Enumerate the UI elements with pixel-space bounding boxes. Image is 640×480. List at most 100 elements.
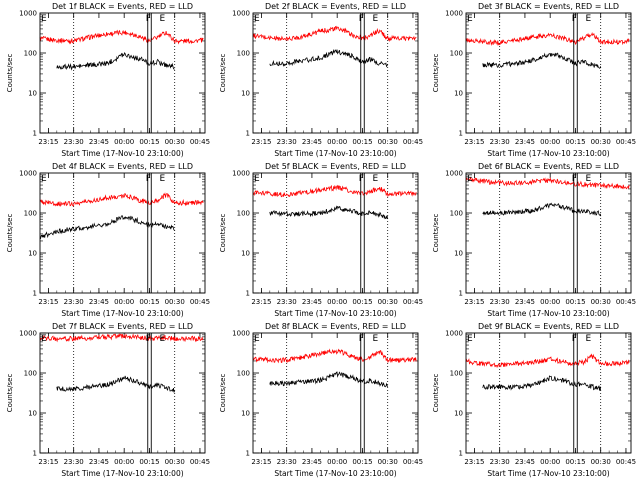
y-tick-label: 10: [28, 90, 37, 98]
x-axis-label: Start Time (17-Nov-10 23:10:00): [487, 149, 609, 158]
y-tick-label: 1000: [445, 170, 463, 178]
axes-frame: [252, 172, 419, 294]
y-tick-label: 1000: [232, 10, 250, 18]
interval-marker: E: [586, 334, 592, 344]
y-tick-label: 100: [24, 210, 37, 218]
y-tick-label: 100: [450, 50, 463, 58]
interval-marker: F: [572, 174, 577, 184]
chart-title: Det 2f BLACK = Events, RED = LLD: [265, 2, 406, 11]
chart-title: Det 5f BLACK = Events, RED = LLD: [265, 162, 406, 171]
x-tick-label: 00:00: [540, 458, 560, 466]
x-tick-label: 00:45: [190, 138, 210, 146]
axes-frame: [465, 172, 632, 294]
y-tick-label: 100: [450, 370, 463, 378]
chart-svg: Det 1f BLACK = Events, RED = LLD Counts/s…: [6, 2, 210, 158]
x-axis-label: Start Time (17-Nov-10 23:10:00): [61, 469, 183, 478]
y-tick-label: 10: [241, 410, 250, 418]
y-tick-label: 10: [454, 90, 463, 98]
interval-marker: E: [586, 174, 592, 184]
series-line: [482, 52, 602, 69]
y-tick-label: 10: [241, 90, 250, 98]
axes-frame: [39, 172, 206, 294]
y-tick-label: 100: [24, 370, 37, 378]
x-tick-label: 23:30: [490, 138, 510, 146]
y-axis-label: Counts/sec: [219, 374, 227, 413]
x-tick-label: 00:00: [114, 458, 134, 466]
x-tick-label: 23:45: [515, 458, 535, 466]
interval-marker: E: [254, 14, 260, 24]
x-tick-label: 00:00: [114, 298, 134, 306]
x-tick-label: 00:00: [540, 298, 560, 306]
axes-frame: [465, 12, 632, 134]
y-axis-label: Counts/sec: [432, 54, 440, 93]
interval-marker: F: [572, 14, 577, 24]
x-tick-label: 23:45: [302, 458, 322, 466]
interval-marker: E: [467, 174, 473, 184]
chart-title: Det 8f BLACK = Events, RED = LLD: [265, 322, 406, 331]
x-tick-label: 00:30: [591, 298, 611, 306]
x-tick-label: 23:15: [464, 298, 484, 306]
interval-marker: F: [359, 174, 364, 184]
chart-title: Det 3f BLACK = Events, RED = LLD: [478, 2, 619, 11]
series-line: [465, 176, 630, 190]
series-line: [252, 25, 417, 43]
x-tick-label: 23:45: [302, 298, 322, 306]
x-tick-label: 23:15: [38, 298, 58, 306]
series-line: [39, 215, 175, 240]
x-tick-label: 00:00: [327, 298, 347, 306]
chart-svg: Det 3f BLACK = Events, RED = LLD Counts/s…: [432, 2, 636, 158]
series-line: [465, 32, 630, 46]
y-tick-label: 10: [454, 250, 463, 258]
y-tick-label: 1: [33, 290, 37, 298]
x-tick-label: 00:15: [565, 458, 585, 466]
series-line: [269, 205, 389, 220]
y-tick-label: 1000: [19, 10, 37, 18]
x-tick-label: 23:15: [251, 138, 271, 146]
x-tick-label: 00:45: [190, 458, 210, 466]
x-tick-label: 00:45: [403, 298, 423, 306]
x-tick-label: 23:30: [277, 298, 297, 306]
x-tick-label: 00:15: [352, 298, 372, 306]
chart-title: Det 9f BLACK = Events, RED = LLD: [478, 322, 619, 331]
y-axis-label: Counts/sec: [219, 214, 227, 253]
series-line: [252, 184, 417, 198]
x-tick-label: 00:15: [352, 458, 372, 466]
chart-svg: Det 9f BLACK = Events, RED = LLD Counts/s…: [432, 322, 636, 478]
series-line: [39, 29, 204, 45]
panel: Det 7f BLACK = Events, RED = LLD Counts/s…: [0, 320, 213, 480]
y-axis-label: Counts/sec: [6, 214, 14, 253]
interval-marker: E: [373, 14, 379, 24]
y-tick-label: 100: [237, 370, 250, 378]
x-tick-label: 23:30: [277, 458, 297, 466]
chart-title: Det 4f BLACK = Events, RED = LLD: [52, 162, 193, 171]
y-tick-label: 1000: [232, 330, 250, 338]
y-tick-label: 1: [246, 450, 250, 458]
x-tick-label: 23:15: [251, 458, 271, 466]
panel: Det 8f BLACK = Events, RED = LLD Counts/s…: [213, 320, 426, 480]
x-tick-label: 23:30: [277, 138, 297, 146]
interval-marker: E: [41, 14, 47, 24]
x-tick-label: 00:15: [139, 298, 159, 306]
x-tick-label: 00:15: [565, 138, 585, 146]
series-line: [482, 202, 602, 217]
x-tick-label: 00:30: [165, 138, 185, 146]
panel: Det 6f BLACK = Events, RED = LLD Counts/s…: [426, 160, 639, 320]
chart-svg: Det 2f BLACK = Events, RED = LLD Counts/s…: [219, 2, 423, 158]
interval-marker: E: [373, 174, 379, 184]
x-tick-label: 23:45: [89, 458, 109, 466]
x-tick-label: 23:30: [490, 458, 510, 466]
y-tick-label: 1: [246, 290, 250, 298]
x-tick-label: 00:00: [327, 138, 347, 146]
interval-marker: E: [467, 334, 473, 344]
interval-marker: E: [160, 174, 166, 184]
y-tick-label: 10: [28, 410, 37, 418]
x-tick-label: 23:15: [38, 458, 58, 466]
y-tick-label: 1000: [232, 170, 250, 178]
interval-marker: E: [586, 14, 592, 24]
y-tick-label: 10: [454, 410, 463, 418]
y-tick-label: 1000: [19, 170, 37, 178]
panel: Det 2f BLACK = Events, RED = LLD Counts/s…: [213, 0, 426, 160]
x-tick-label: 23:15: [464, 138, 484, 146]
axes-frame: [39, 12, 206, 134]
